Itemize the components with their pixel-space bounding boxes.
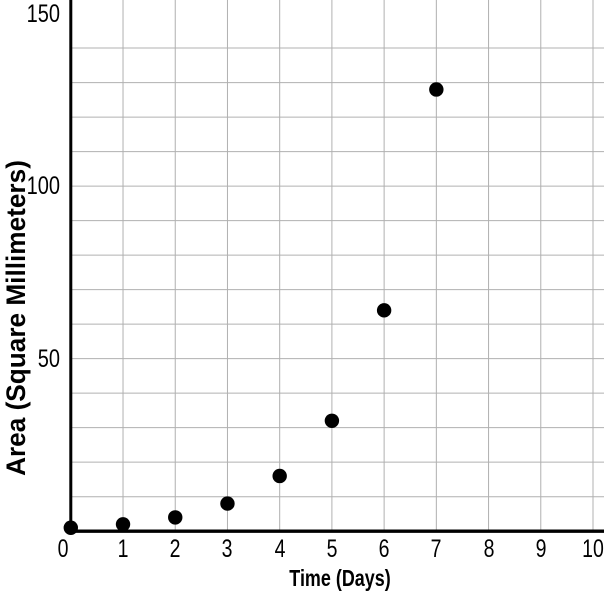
data-point (324, 413, 340, 428)
x-tick-label: 4 (274, 534, 286, 563)
data-point (63, 520, 78, 535)
x-tick-label: 8 (483, 534, 494, 563)
x-tick-label: 1 (117, 534, 129, 563)
data-point (168, 510, 183, 525)
x-tick-label: 3 (222, 534, 233, 563)
data-point (220, 496, 235, 511)
data-point (115, 517, 131, 532)
y-axis-title: Area (Square Millimeters) (1, 160, 31, 476)
x-tick-label: 0 (57, 534, 69, 563)
x-tick-label: 6 (378, 534, 390, 563)
x-tick-label: 5 (326, 534, 338, 563)
x-axis-title: Time (Days) (289, 565, 391, 591)
x-tick-label: 2 (169, 534, 181, 563)
x-tick-label: 10 (582, 534, 604, 563)
y-tick-label: 50 (37, 344, 60, 373)
data-point (429, 82, 444, 97)
x-tick-label: 7 (430, 534, 442, 563)
y-tick-label: 100 (26, 172, 60, 201)
data-point (272, 468, 287, 484)
x-tick-label: 9 (535, 534, 547, 563)
y-tick-label: 150 (26, 0, 60, 28)
data-point (376, 303, 392, 318)
